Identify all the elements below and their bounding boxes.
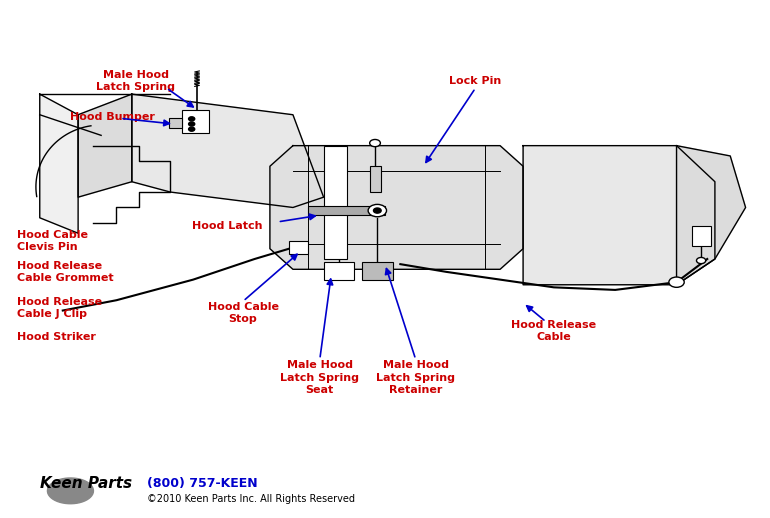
Polygon shape	[78, 94, 132, 197]
Bar	[323, 146, 346, 259]
Circle shape	[368, 205, 387, 217]
Bar	[289, 241, 308, 254]
Circle shape	[189, 127, 195, 131]
Text: Hood Release
Cable Grommet: Hood Release Cable Grommet	[17, 261, 113, 283]
Text: (800) 757-KEEN: (800) 757-KEEN	[147, 477, 258, 490]
Polygon shape	[523, 146, 715, 285]
Bar	[323, 262, 354, 280]
Text: Hood Bumper: Hood Bumper	[70, 112, 156, 122]
Text: Hood Cable
Clevis Pin: Hood Cable Clevis Pin	[17, 230, 88, 252]
Text: Hood Release
Cable J Clip: Hood Release Cable J Clip	[17, 297, 102, 319]
Circle shape	[189, 117, 195, 121]
Text: Hood Cable
Stop: Hood Cable Stop	[208, 302, 279, 324]
Bar	[692, 225, 711, 246]
Text: ©2010 Keen Parts Inc. All Rights Reserved: ©2010 Keen Parts Inc. All Rights Reserve…	[147, 494, 355, 503]
Text: Hood Release
Cable: Hood Release Cable	[511, 320, 596, 342]
Bar	[370, 166, 381, 192]
Circle shape	[697, 257, 705, 264]
Text: Hood Striker: Hood Striker	[17, 333, 95, 342]
Polygon shape	[677, 146, 745, 285]
Polygon shape	[270, 146, 523, 269]
Text: Lock Pin: Lock Pin	[450, 76, 502, 87]
Text: Keen Parts: Keen Parts	[40, 476, 132, 491]
Circle shape	[370, 139, 380, 147]
Bar	[169, 118, 182, 127]
Polygon shape	[132, 94, 323, 208]
Bar	[362, 262, 393, 280]
Text: Male Hood
Latch Spring
Seat: Male Hood Latch Spring Seat	[280, 360, 360, 395]
Polygon shape	[48, 478, 93, 503]
Bar	[182, 110, 209, 133]
Text: Male Hood
Latch Spring
Retainer: Male Hood Latch Spring Retainer	[377, 360, 455, 395]
Circle shape	[189, 122, 195, 126]
Text: Male Hood
Latch Spring: Male Hood Latch Spring	[96, 70, 175, 92]
Circle shape	[669, 277, 685, 287]
Text: Hood Latch: Hood Latch	[192, 221, 263, 231]
Bar	[308, 206, 385, 215]
Circle shape	[373, 208, 381, 213]
Polygon shape	[40, 94, 78, 233]
